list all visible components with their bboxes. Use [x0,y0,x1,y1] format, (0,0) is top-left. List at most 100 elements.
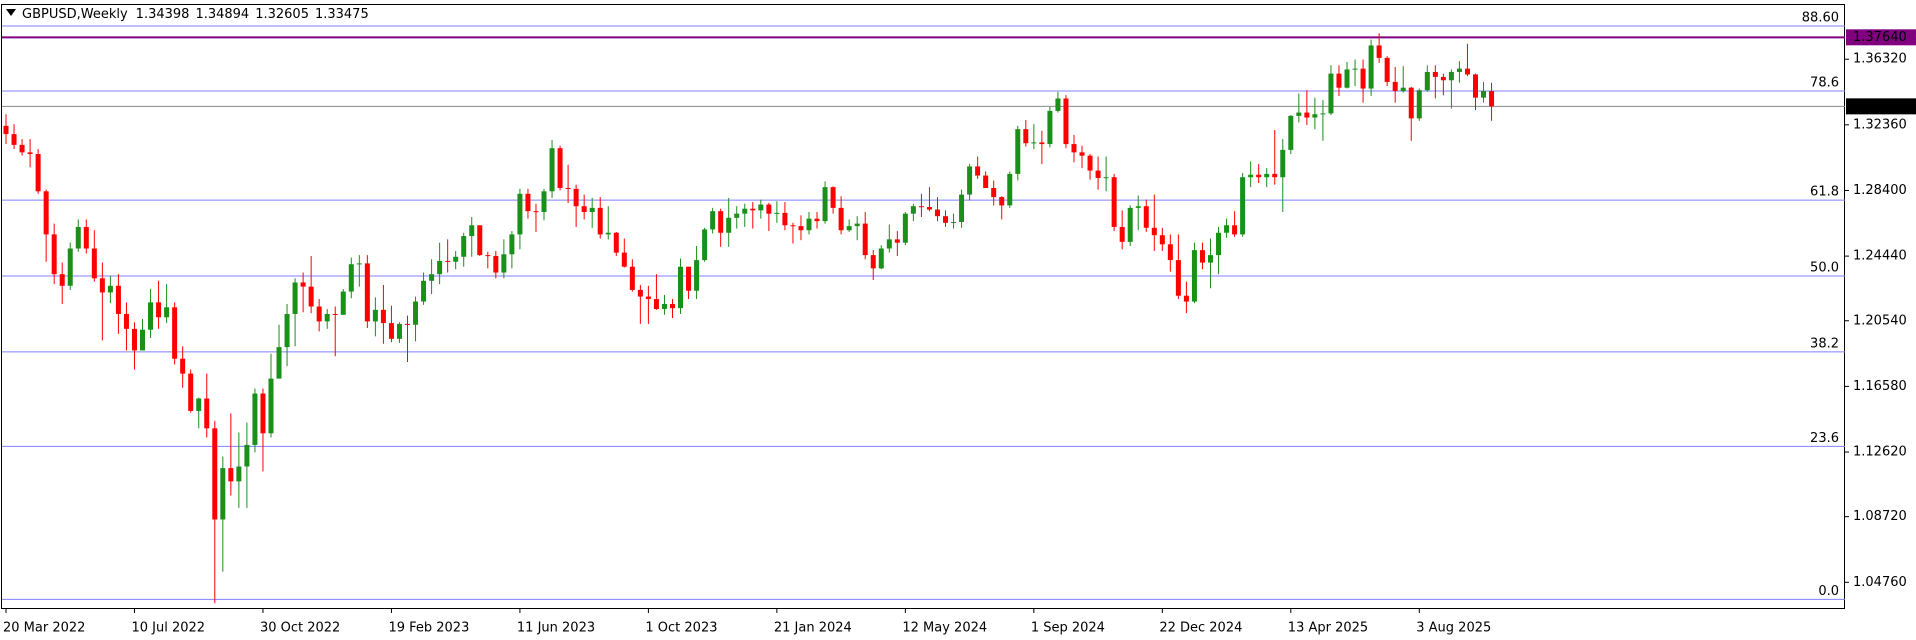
candle-body [1191,250,1197,302]
candle-body [1071,144,1077,153]
candle-body [372,309,378,322]
candle-body [83,226,89,249]
x-tick-label: 11 Jun 2023 [517,621,595,636]
candle-body [1464,68,1470,75]
candle-body [597,207,603,235]
candle-body [1256,174,1262,178]
candle-body [180,358,186,374]
candle-body [951,221,957,223]
candle-body [1448,71,1454,81]
plot-frame [1,4,1845,609]
candle-body [1007,173,1013,206]
candle-body [421,280,427,302]
candle-body [910,206,916,214]
candle-body [557,148,563,188]
candle-body [758,204,764,211]
candle-body [678,266,684,309]
candle-body [967,166,973,195]
candle-body [292,282,298,314]
candle-body [846,226,852,231]
candle-body [822,187,828,222]
level-label: 88.60 [1802,11,1839,26]
candle-body [766,204,772,214]
candle-body [1344,69,1350,88]
current-price-box [1846,98,1916,115]
candle-body [364,263,370,322]
candle-body [1015,129,1021,174]
candle-body [1103,177,1109,179]
candle-body [565,187,571,189]
candle-body [1336,73,1342,88]
candle-body [718,211,724,233]
x-tick-label: 12 May 2024 [902,621,987,636]
candle-body [870,255,876,269]
candle-body [750,208,756,211]
candle-body [1304,112,1310,118]
candle-body [653,299,659,309]
candle-body [3,125,9,135]
candle-body [637,289,643,297]
candle-body [1047,110,1053,145]
candle-body [1392,81,1398,92]
candle-body [445,260,451,262]
candle-body [429,274,435,281]
candle-body [27,152,33,155]
candle-body [260,393,266,434]
chart-title: GBPUSD,Weekly [22,7,128,22]
candle-body [453,256,459,262]
candle-body [1055,98,1061,111]
candle-body [1199,250,1205,263]
candle-body [798,226,804,231]
candle-body [645,296,651,300]
x-tick-label: 30 Oct 2022 [260,621,340,636]
candle-body [525,193,531,212]
candle-body [11,134,17,145]
menu-arrow[interactable] [6,9,16,16]
candle-body [613,232,619,253]
candle-body [702,229,708,261]
candle-body [878,248,884,269]
candle-body [156,302,162,318]
candle-body [661,304,667,309]
candle-body [790,225,796,227]
candle-body [220,468,226,520]
candle-body [1039,142,1045,145]
candle-body [894,239,900,243]
candle-body [437,260,443,275]
candle-body [284,313,290,348]
candle-body [51,234,57,275]
candle-body [1456,68,1462,72]
candle-body [838,207,844,231]
candle-body [244,444,250,467]
level-label: 38.2 [1810,336,1839,351]
candle-body [332,313,338,315]
candle-body [934,209,940,217]
x-tick-label: 1 Oct 2023 [645,621,717,636]
candle-body [1127,207,1133,242]
candle-body [926,207,932,210]
x-tick-label: 20 Mar 2022 [3,621,85,636]
candle-body [918,206,924,208]
candle-body [236,466,242,482]
candle-body [533,211,539,213]
candle-body [1384,57,1390,82]
candle-body [148,302,154,330]
y-tick-label: 1.32360 [1853,117,1907,132]
candle-body [1175,260,1181,296]
candle-body [1272,173,1278,178]
y-tick-label: 1.20540 [1853,313,1907,328]
candle-body [1167,244,1173,261]
header-low: 1.32605 [255,7,309,22]
candle-body [1208,255,1213,263]
candle-body [99,278,105,293]
candle-body [774,212,780,214]
candle-body [204,398,210,429]
candle-body [188,373,194,411]
candle-body [356,263,362,265]
candle-body [140,329,146,351]
candle-body [228,468,234,482]
candle-body [59,274,65,286]
candle-body [35,154,41,192]
candle-body [782,212,788,226]
